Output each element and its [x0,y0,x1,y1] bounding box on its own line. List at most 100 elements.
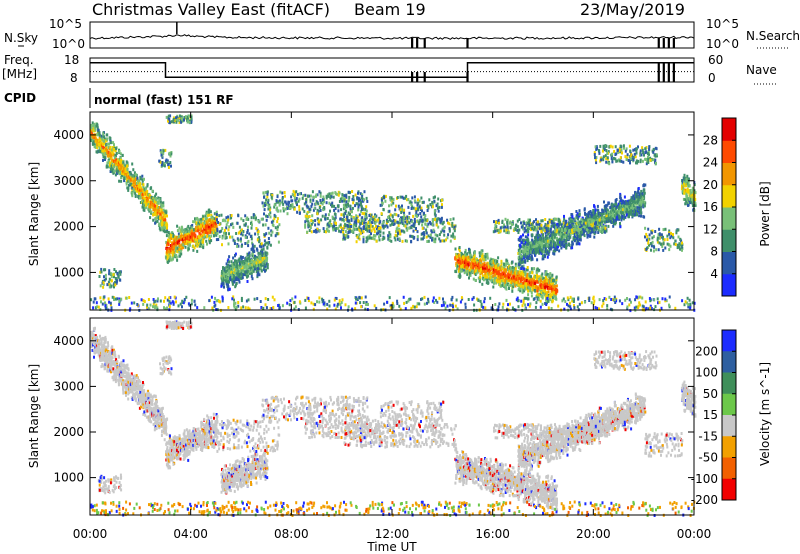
scatter-cell [106,161,109,165]
scatter-cell [90,131,93,135]
scatter-cell [497,256,500,260]
scatter-cell [589,234,591,238]
scatter-cell [215,228,218,232]
scatter-cell [95,124,98,128]
scatter-cell [108,153,111,157]
scatter-cell [636,200,639,204]
scatter-cell [643,204,646,208]
scatter-cell [119,152,122,156]
scatter-cell [505,287,508,291]
scatter-cell [199,229,202,233]
scatter-cell [586,233,589,237]
scatter-cell [534,281,536,285]
scatter-cell [200,220,203,224]
scatter-cell [228,287,231,291]
scatter-cell [513,268,516,272]
scatter-cell [537,298,540,302]
scatter-cell [154,194,157,198]
scatter-cell [159,216,161,220]
scatter-cell [259,255,261,259]
scatter-cell [156,212,159,216]
scatter-cell [687,203,690,207]
scatter-cell [512,281,515,285]
scatter-cell [102,142,105,146]
scatter-cell [103,156,106,159]
scatter-cell [176,250,179,254]
scatter-cell [125,182,128,186]
scatter-cell [156,210,159,214]
scatter-cell [455,257,458,261]
scatter-cell [480,268,482,272]
scatter-cell [252,266,255,270]
scatter-cell [176,224,179,228]
scatter-cell [246,252,249,256]
scatter-cell [251,277,254,281]
scatter-cell [156,215,159,218]
scatter-cell [195,242,198,246]
scatter-cell [468,271,471,275]
scatter-cell [133,174,136,178]
scatter-cell [510,266,513,270]
scatter-cell [105,165,108,169]
scatter-cell [266,263,269,267]
scatter-cell [234,285,237,289]
scatter-cell [123,176,126,180]
scatter-cell [482,262,485,266]
scatter-cell [235,260,238,264]
scatter-cell [205,228,208,232]
scatter-cell [694,191,697,195]
scatter-cell [230,270,233,274]
scatter-cell [457,253,460,257]
scatter-cell [490,271,493,275]
scatter-cell [142,202,144,206]
scatter-cell [480,250,483,254]
scatter-cell [90,126,93,130]
scatter-cell [497,270,500,274]
scatter-cell [184,245,187,249]
scatter-cell [204,226,207,230]
scatter-cell [96,142,99,146]
scatter-cell [254,258,257,261]
scatter-cell [519,289,522,293]
scatter-cell [213,217,216,221]
scatter-cell [197,218,200,222]
scatter-cell [240,255,243,259]
scatter-cell [130,183,133,187]
scatter-cell [264,262,267,266]
scatter-cell [538,268,541,272]
noise-panel-frame [89,21,695,49]
scatter-cell [168,259,170,263]
scatter-cell [260,248,263,252]
scatter-cell [261,250,264,254]
scatter-cell [527,289,530,293]
scatter-cell [102,132,105,136]
scatter-cell [479,264,482,268]
scatter-cell [142,185,145,189]
scatter-cell [202,246,205,250]
scatter-cell [246,280,249,283]
scatter-cell [246,267,249,271]
scatter-cell [459,255,462,259]
scatter-cell [206,234,208,238]
scatter-cell [463,265,466,269]
scatter-cell [239,266,242,270]
scatter-cell [519,235,522,239]
scatter-cell [98,133,101,137]
scatter-cell [640,214,642,218]
freq-gap-markers [411,62,675,82]
scatter-cell [110,156,113,160]
scatter-cell [514,276,517,280]
scatter-cell [508,270,511,274]
scatter-cell [603,200,605,204]
scatter-cell [494,276,497,280]
scatter-cell [563,214,565,218]
scatter-cell [210,216,213,219]
scatter-cell [263,266,266,270]
cpid-mode-text: normal (fast) 151 RF [94,93,234,107]
scatter-cell [199,244,202,248]
scatter-cell [260,245,263,249]
scatter-cell [206,242,208,246]
scatter-cell [475,269,477,273]
scatter-cell [157,201,160,205]
scatter-cell [508,272,511,276]
